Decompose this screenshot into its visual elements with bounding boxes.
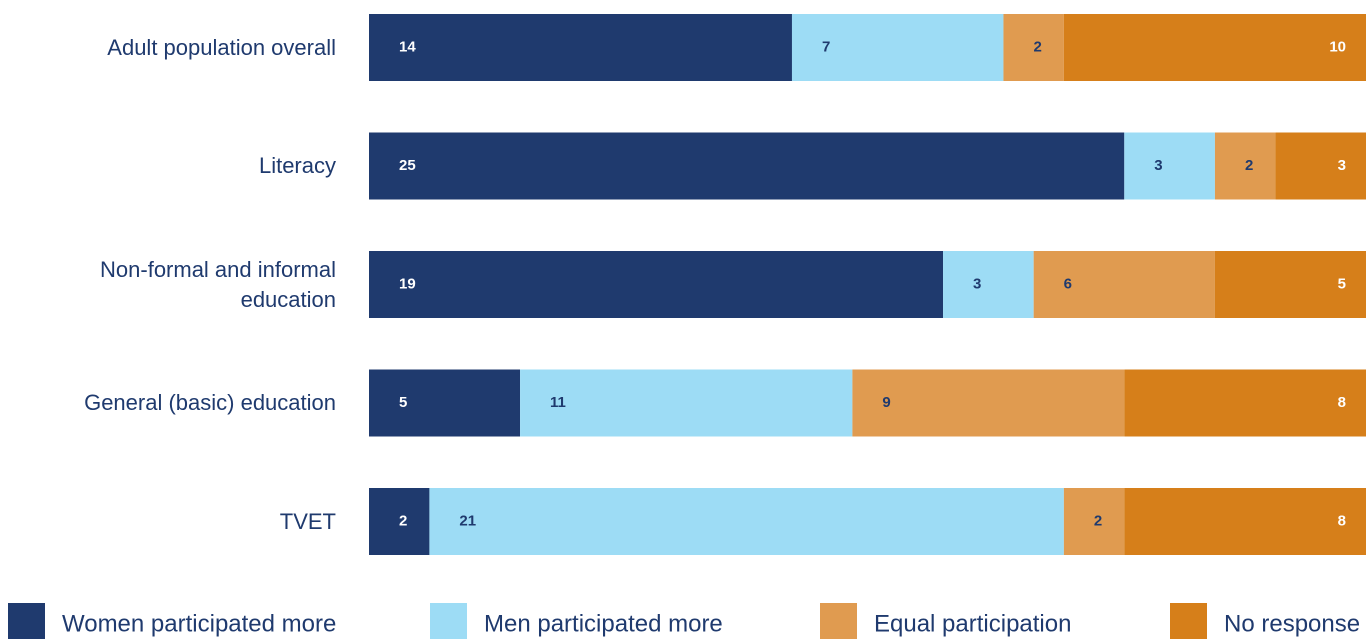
bar-segment <box>1124 369 1366 437</box>
data-label: 2 <box>399 512 407 529</box>
bar-segment <box>520 369 853 437</box>
legend-swatch <box>1170 603 1207 639</box>
data-label: 5 <box>1338 275 1346 292</box>
bar-segment <box>369 251 944 318</box>
legend-swatch <box>8 603 45 639</box>
data-label: 25 <box>399 157 416 174</box>
data-label: 9 <box>882 394 890 411</box>
bar-segment <box>852 369 1125 437</box>
data-label: 2 <box>1033 38 1041 55</box>
bar-segment <box>1214 132 1276 200</box>
legend-label: Men participated more <box>484 610 723 637</box>
data-label: 2 <box>1094 512 1102 529</box>
data-label: 6 <box>1064 275 1072 292</box>
bar-segment <box>1033 251 1215 318</box>
category-label: Non-formal and informal education <box>100 256 336 312</box>
data-label: 8 <box>1338 512 1346 529</box>
bar-segment <box>943 251 1034 318</box>
data-label: 8 <box>1338 394 1346 411</box>
data-label: 11 <box>550 394 566 411</box>
data-label: 3 <box>1338 157 1346 174</box>
data-label: 19 <box>399 275 416 292</box>
data-label: 21 <box>459 512 476 529</box>
bar-segment <box>1003 14 1064 81</box>
bar-segment <box>1124 488 1366 555</box>
data-label: 14 <box>399 38 416 55</box>
bar-segment <box>1214 251 1366 318</box>
legend-swatch <box>430 603 467 639</box>
bar-segment <box>369 488 430 555</box>
data-label: 10 <box>1329 38 1346 55</box>
category-label: Literacy <box>258 153 336 178</box>
data-label: 3 <box>1154 157 1162 174</box>
category-label: General (basic) education <box>84 390 336 415</box>
bar-segment <box>1275 132 1366 200</box>
data-label: 5 <box>399 394 407 411</box>
data-label: 7 <box>822 38 830 55</box>
legend-swatch <box>820 603 857 639</box>
bar-segment <box>1063 14 1366 81</box>
bar-segment <box>369 132 1125 200</box>
bar-segment <box>791 14 1004 81</box>
bar-segment <box>369 14 792 81</box>
legend-label: No response <box>1224 610 1360 637</box>
legend-label: Equal participation <box>874 610 1071 637</box>
bar-segment <box>369 369 521 437</box>
data-label: 3 <box>973 275 981 292</box>
category-label: Adult population overall <box>107 34 336 60</box>
bar-segment <box>1063 488 1125 555</box>
bar-segment <box>429 488 1064 555</box>
bar-segment <box>1124 132 1215 200</box>
data-label: 2 <box>1245 157 1253 174</box>
category-label: TVET <box>279 508 336 534</box>
legend-label: Women participated more <box>62 610 336 637</box>
